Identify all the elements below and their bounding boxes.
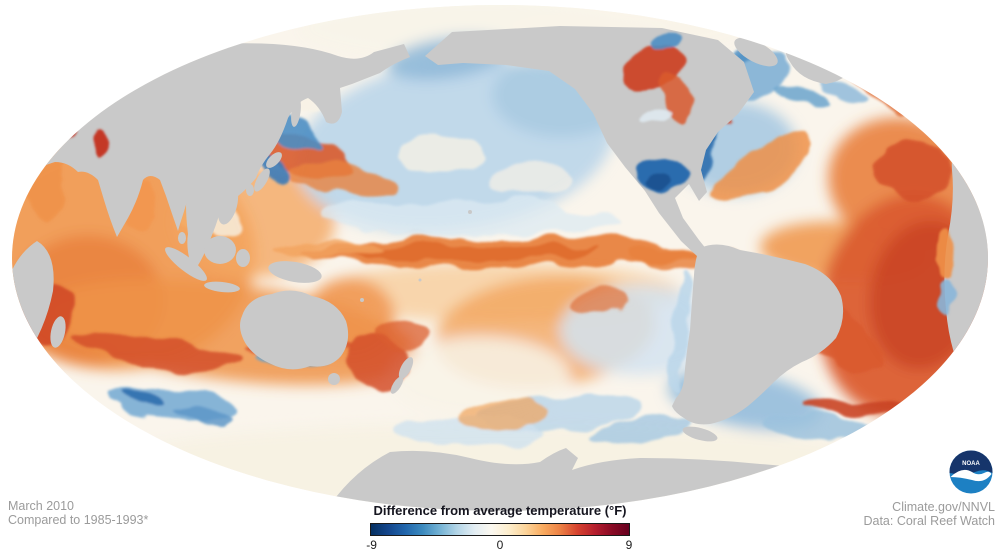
noaa-logo-top — [949, 450, 993, 476]
gulf-stream-warm — [712, 136, 812, 200]
noaa-logo-gull-icon — [950, 469, 992, 482]
land-taiwan — [246, 184, 254, 196]
land-sulawesi — [236, 249, 250, 267]
land-tasmania — [328, 373, 340, 385]
land-hawaii — [468, 210, 472, 214]
land-sakhalin — [291, 97, 301, 127]
caption-data-credit: Data: Coral Reef Watch — [863, 513, 995, 528]
land-baffin-island — [734, 37, 778, 67]
confluence-cool-streak — [762, 413, 882, 437]
caption-date: March 2010 Compared to 1985-1993* — [8, 499, 149, 527]
colorbar-tick-min: -9 — [366, 538, 377, 552]
land-java — [204, 281, 240, 293]
foxe-basin-cool — [648, 34, 680, 50]
land-sumatra — [165, 247, 207, 281]
land-new-zealand-north — [398, 357, 414, 379]
land-tierra-del-fuego — [682, 426, 718, 442]
land-madagascar — [50, 316, 66, 348]
anomaly-blob — [393, 133, 483, 177]
land-sri-lanka — [178, 232, 186, 244]
caspian-sea-warm — [91, 131, 109, 157]
canary-warm-core — [879, 137, 951, 199]
land-japan-honshu — [254, 168, 270, 192]
anomaly-blob — [455, 400, 545, 430]
land-new-caledonia — [360, 298, 364, 302]
caption-source: Climate.gov/NNVL — [892, 500, 995, 514]
south-indian-warm-streak — [71, 332, 239, 372]
land-new-guinea — [268, 261, 322, 283]
caption-month: March 2010 — [8, 499, 75, 513]
anomaly-blob — [770, 84, 830, 106]
noaa-logo-icon: NOAA — [949, 450, 993, 494]
gulf-of-guinea-warm — [938, 227, 956, 283]
benguela-cool — [939, 284, 955, 316]
nz-east-warm — [346, 336, 410, 388]
caption-baseline: Compared to 1985-1993* — [8, 512, 149, 527]
colorbar-legend: Difference from average temperature (°F)… — [366, 503, 633, 555]
anomaly-blob — [270, 239, 380, 257]
caption-credits: Climate.gov/NNVL Data: Coral Reef Watch — [863, 500, 995, 528]
land-philippines — [217, 185, 239, 225]
anomaly-blob — [490, 162, 570, 198]
anomaly-blob — [286, 160, 394, 200]
gulf-of-mexico-core — [643, 173, 673, 191]
land-new-zealand-south — [390, 376, 404, 394]
land-iceland — [894, 67, 910, 77]
anomaly-blob — [660, 69, 692, 121]
inland-water-layer — [64, 34, 956, 316]
anomaly-blob — [390, 337, 570, 417]
anomaly-blob — [379, 315, 431, 349]
colorbar-tick-mid: 0 — [496, 538, 504, 552]
land-south-america — [672, 244, 844, 425]
colorbar-title: Difference from average temperature (°F) — [373, 503, 627, 518]
great-lakes — [642, 110, 674, 122]
noaa-logo-label: NOAA — [962, 461, 980, 467]
anomaly-blob — [320, 202, 620, 234]
land-europe-africa-edge — [944, 100, 988, 408]
land-fiji — [418, 278, 422, 282]
colorbar-gradient — [370, 523, 630, 536]
confluence-warm-streak — [804, 397, 900, 417]
land-japan-hokkaido — [266, 152, 282, 168]
land-borneo — [204, 236, 236, 264]
land-australia — [240, 290, 349, 370]
anomaly-blob — [819, 82, 861, 102]
chile-coast-cool — [668, 270, 692, 390]
colorbar-tick-max: 9 — [625, 538, 633, 552]
anomaly-blob — [590, 416, 690, 444]
anomaly-blob — [570, 287, 630, 317]
anomaly-blob — [175, 407, 235, 425]
equatorial-pacific-warm-core — [335, 244, 595, 260]
anomaly-blob — [117, 391, 169, 407]
